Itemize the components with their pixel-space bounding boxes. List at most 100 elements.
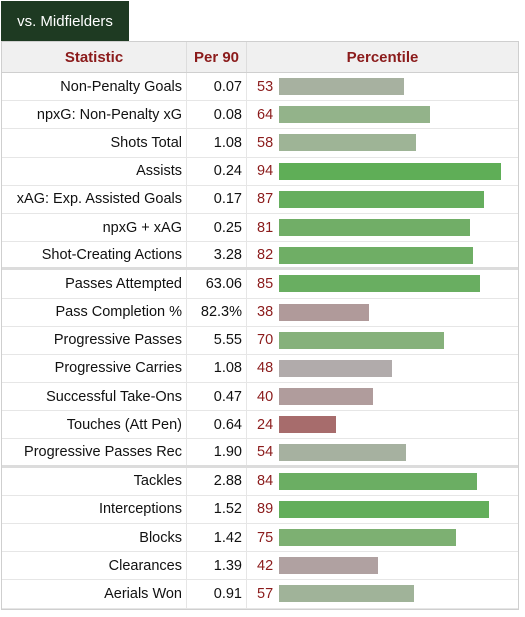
statistic-label: Clearances [2,552,187,580]
percentile-bar-track [279,580,518,607]
table-row: Progressive Carries 1.08 48 [2,354,518,384]
percentile-bar-track [279,129,518,156]
table-row: Aerials Won 0.91 57 [2,580,518,609]
table-row: Successful Take-Ons 0.47 40 [2,383,518,412]
statistic-label: Tackles [2,467,187,495]
percentile-bar [279,247,473,265]
percentile-value: 81 [257,219,274,236]
statistic-label: Passes Attempted [2,270,187,298]
table-row: Non-Penalty Goals 0.07 53 [2,73,518,102]
per90-value: 0.24 [187,157,247,185]
header-percentile[interactable]: Percentile [346,48,419,66]
percentile-bar [279,162,501,180]
table-row: npxG + xAG 0.25 81 [2,213,518,243]
percentile-value: 64 [257,106,274,123]
percentile-value: 48 [257,360,274,377]
percentile-bar [279,106,430,124]
tab-vs-midfielders[interactable]: vs. Midfielders [1,1,129,41]
percentile-bar [279,78,404,95]
statistic-label: Non-Penalty Goals [2,73,187,101]
percentile-value: 70 [257,332,274,349]
table-header: Statistic Per 90 Percentile [2,42,518,73]
percentile-value: 42 [257,557,274,574]
percentile-bar-track [279,383,518,410]
stats-table: Statistic Per 90 Percentile Non-Penalty … [1,41,519,610]
percentile-value: 87 [257,191,274,208]
percentile-value: 38 [257,304,274,321]
percentile-value: 40 [257,388,274,405]
header-per90[interactable]: Per 90 [187,42,247,72]
percentile-bar [279,190,484,208]
percentile-bar [279,416,336,434]
table-row: Touches (Att Pen) 0.64 24 [2,411,518,440]
percentile-bar [279,218,470,236]
header-statistic[interactable]: Statistic [2,42,187,72]
percentile-bar-track [279,524,518,551]
per90-value: 0.91 [187,580,247,608]
statistic-label: npxG + xAG [2,213,187,242]
percentile-bar-track [279,242,518,267]
percentile-bar [279,388,373,406]
percentile-value: 85 [257,275,274,292]
percentile-bar-track [279,101,518,128]
table-row: Tackles 2.88 84 [2,467,518,496]
per90-value: 0.25 [187,213,247,242]
statistic-label: Shot-Creating Actions [2,242,187,268]
per90-value: 1.52 [187,495,247,523]
table-row: xAG: Exp. Assisted Goals 0.17 87 [2,185,518,214]
table-row: Assists 0.24 94 [2,157,518,186]
table-row: npxG: Non-Penalty xG 0.08 64 [2,101,518,130]
percentile-bar-track [279,186,518,213]
percentile-bar-track [279,496,518,523]
percentile-bar [279,529,456,546]
per90-value: 0.08 [187,101,247,129]
per90-value: 1.42 [187,524,247,552]
per90-value: 1.08 [187,354,247,383]
per90-value: 1.39 [187,552,247,580]
percentile-bar [279,359,392,377]
per90-value: 63.06 [187,270,247,298]
per90-value: 1.90 [187,439,247,465]
table-body: Non-Penalty Goals 0.07 53 npxG: Non-Penalty… [2,73,518,609]
statistic-label: Interceptions [2,495,187,523]
percentile-bar [279,331,444,349]
percentile-bar-track [279,439,518,464]
statistic-label: Blocks [2,524,187,552]
per90-value: 0.17 [187,185,247,213]
statistic-label: xAG: Exp. Assisted Goals [2,185,187,213]
percentile-value: 54 [257,444,274,461]
percentile-value: 89 [257,501,274,518]
percentile-value: 84 [257,473,274,490]
per90-value: 2.88 [187,467,247,495]
percentile-bar-track [279,158,518,185]
per90-value: 1.08 [187,129,247,157]
percentile-bar-track [279,355,518,382]
table-row: Shot-Creating Actions 3.28 82 [2,242,518,271]
table-row: Pass Completion % 82.3% 38 [2,298,518,327]
percentile-bar [279,275,480,293]
percentile-value: 82 [257,246,274,263]
percentile-value: 57 [257,585,274,602]
percentile-bar-track [279,327,518,354]
percentile-bar-track [279,411,518,438]
statistic-label: Pass Completion % [2,298,187,326]
percentile-bar [279,134,416,152]
percentile-value: 24 [257,416,274,433]
statistic-label: Progressive Carries [2,354,187,383]
per90-value: 5.55 [187,326,247,354]
per90-value: 82.3% [187,298,247,326]
percentile-bar-track [279,552,518,579]
per90-value: 0.47 [187,383,247,411]
table-row: Passes Attempted 63.06 85 [2,270,518,299]
table-row: Progressive Passes Rec 1.90 54 [2,439,518,468]
statistic-label: Successful Take-Ons [2,383,187,411]
percentile-bar-track [279,214,518,241]
table-row: Blocks 1.42 75 [2,524,518,553]
percentile-bar [279,585,414,603]
percentile-bar-track [279,299,518,326]
percentile-bar [279,500,489,518]
percentile-value: 58 [257,134,274,151]
per90-value: 0.07 [187,73,247,101]
percentile-bar [279,557,378,575]
percentile-bar [279,444,406,462]
